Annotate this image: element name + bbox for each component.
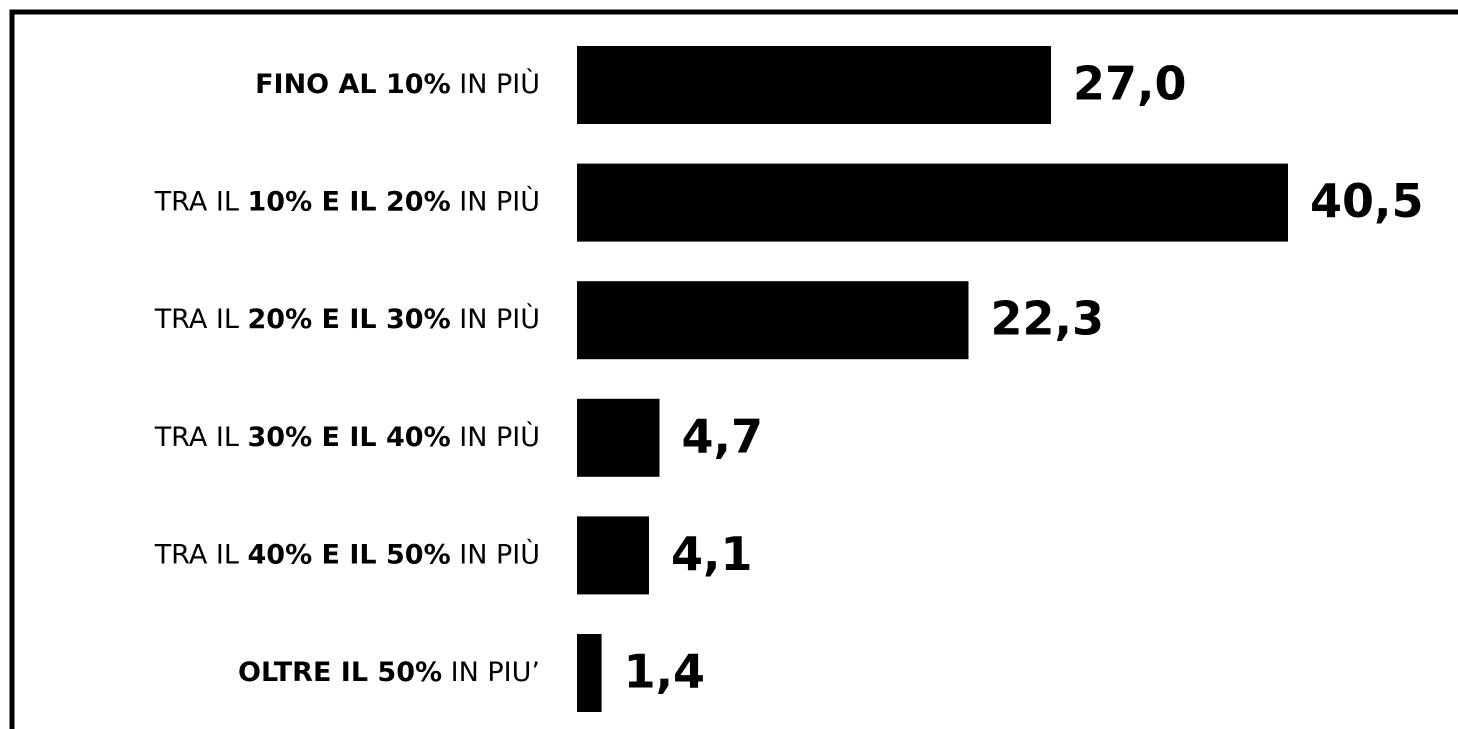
bar xyxy=(577,634,602,712)
category-label-part: TRA IL xyxy=(154,186,248,217)
category-label-part: 40% E IL 50% xyxy=(248,539,451,570)
value-label: 1,4 xyxy=(624,645,706,699)
category-label-part: 20% E IL 30% xyxy=(248,304,451,335)
category-label-part: IN PIÙ xyxy=(451,185,540,217)
value-label: 22,3 xyxy=(990,292,1104,346)
category-label: OLTRE IL 50% IN PIU’ xyxy=(238,657,540,688)
bar xyxy=(577,163,1288,242)
bar xyxy=(577,46,1051,124)
bar xyxy=(577,281,969,360)
category-label: TRA IL 40% E IL 50% IN PIÙ xyxy=(154,538,540,570)
value-label: 4,7 xyxy=(682,409,764,463)
category-label: TRA IL 20% E IL 30% IN PIÙ xyxy=(154,303,540,335)
category-label: FINO AL 10% IN PIÙ xyxy=(255,68,540,100)
bar xyxy=(577,398,660,477)
category-label-part: IN PIÙ xyxy=(451,420,540,452)
value-label: 4,1 xyxy=(671,527,753,581)
category-label-part: OLTRE IL 50% xyxy=(238,657,442,688)
category-label-part: TRA IL xyxy=(154,421,248,452)
category-label-part: IN PIÙ xyxy=(451,538,540,570)
value-label: 27,0 xyxy=(1073,57,1187,111)
bar xyxy=(577,516,649,595)
category-label-part: FINO AL 10% xyxy=(255,69,451,100)
category-label-part: IN PIU’ xyxy=(442,657,540,688)
category-label-part: IN PIÙ xyxy=(451,303,540,335)
category-label-part: TRA IL xyxy=(154,304,248,335)
category-label: TRA IL 10% E IL 20% IN PIÙ xyxy=(154,185,540,217)
category-label-part: IN PIÙ xyxy=(451,68,540,100)
category-label-part: 30% E IL 40% xyxy=(248,421,451,452)
category-label-part: 10% E IL 20% xyxy=(248,186,451,217)
category-label: TRA IL 30% E IL 40% IN PIÙ xyxy=(154,420,540,452)
category-label-part: TRA IL xyxy=(154,539,248,570)
frame xyxy=(9,9,1458,729)
value-label: 40,5 xyxy=(1310,174,1424,228)
